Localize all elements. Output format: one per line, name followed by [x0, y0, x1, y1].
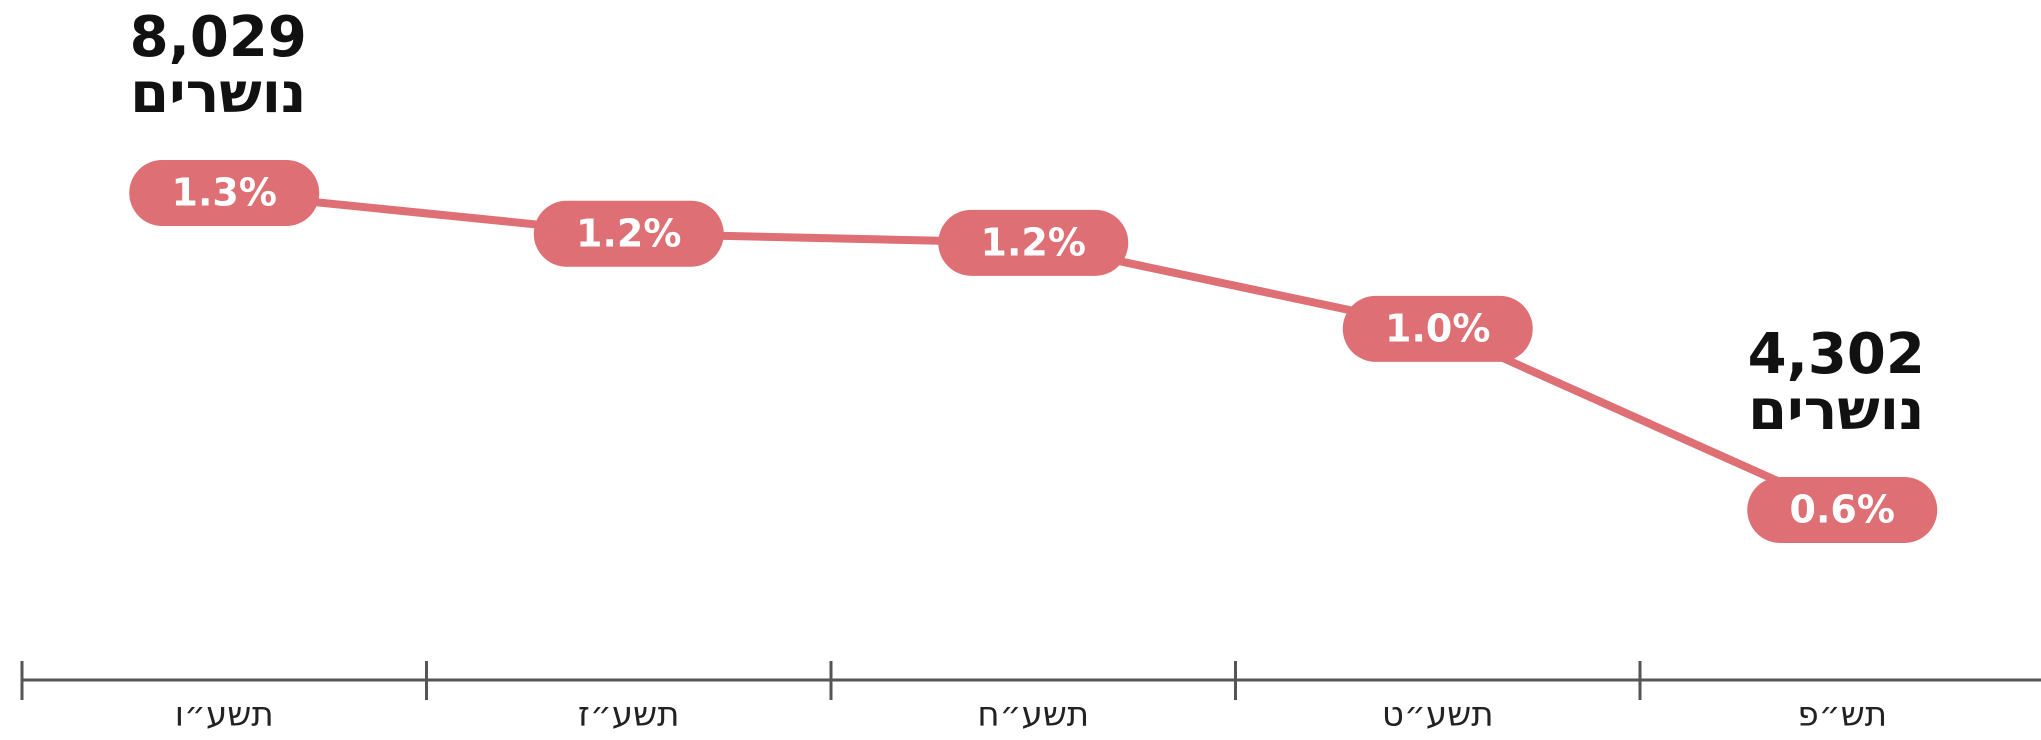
point: 1.2%	[938, 209, 1129, 276]
annotation-number: 8,029	[130, 5, 307, 70]
point-pill	[1342, 295, 1533, 362]
point-pill	[129, 160, 320, 226]
point-pill	[533, 200, 724, 267]
point: 1.0%	[1342, 295, 1533, 362]
point: 1.2%	[533, 200, 724, 267]
value-label: 1.2%	[981, 220, 1086, 264]
value-label: 1.2%	[576, 211, 681, 255]
x-tick-label: תשע״ט	[1382, 695, 1494, 735]
annotation-text: נושרים	[130, 61, 306, 126]
value-label: 0.6%	[1790, 488, 1895, 532]
x-tick-label: תשע״ז	[578, 695, 679, 735]
annotation-number: 4,302	[1748, 322, 1925, 387]
point-pill	[938, 209, 1129, 276]
value-label: 1.3%	[172, 171, 277, 215]
x-tick-label: תשע״ו	[175, 695, 274, 735]
point: 1.3%	[129, 160, 320, 226]
annotation-text: נושרים	[1748, 378, 1924, 443]
x-tick-label: תש״פ	[1797, 695, 1887, 735]
point-pill	[1747, 477, 1938, 543]
point: 0.6%	[1747, 477, 1938, 543]
x-tick-label: תשע״ח	[977, 695, 1089, 735]
value-label: 1.0%	[1385, 306, 1490, 350]
